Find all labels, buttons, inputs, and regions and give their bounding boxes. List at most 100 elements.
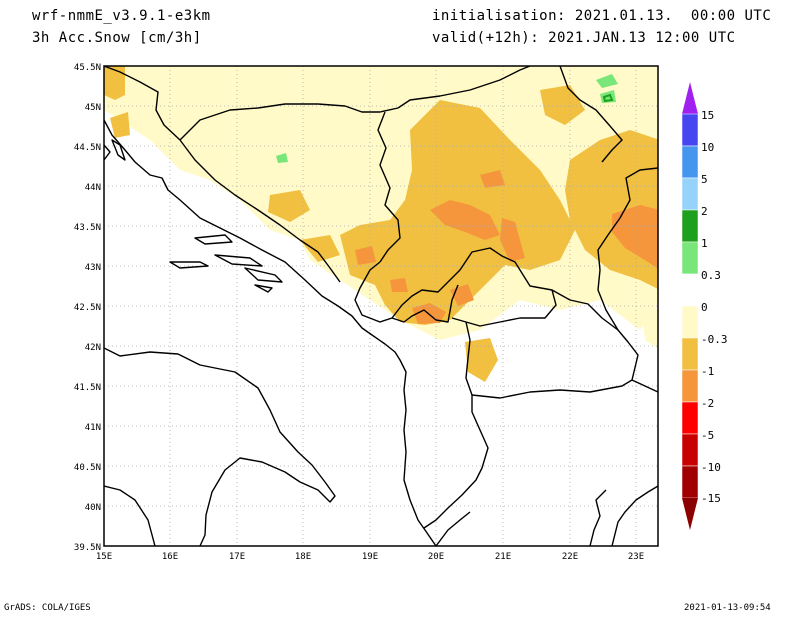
legend-label: -0.3 xyxy=(701,333,728,346)
variable-title: 3h Acc.Snow [cm/3h] xyxy=(32,30,202,46)
legend-label: 0.3 xyxy=(701,269,721,282)
border-bosnia-west xyxy=(179,139,341,283)
lat-label: 41N xyxy=(85,423,101,433)
orange-snow-area xyxy=(612,205,658,269)
color-legend: 15 10 5 2 1 0.3 0 -0.3 -1 -2 -5 -10 -15 xyxy=(681,82,728,530)
legend-swatch xyxy=(681,145,699,179)
italy-heel xyxy=(104,485,156,546)
legend-swatch xyxy=(681,369,699,403)
border-croatia-bosnia-north xyxy=(179,103,399,141)
lat-label: 43N xyxy=(85,263,101,273)
legend-label: -10 xyxy=(701,461,721,474)
legend-swatch xyxy=(681,113,699,147)
lat-label: 42N xyxy=(85,343,101,353)
border-serbia-bulgaria xyxy=(597,167,658,331)
orange-snow-area xyxy=(480,170,505,188)
legend-swatch xyxy=(681,209,699,243)
lon-label: 23E xyxy=(628,552,644,562)
border-macedonia-greece xyxy=(471,379,633,399)
legend-swatch xyxy=(681,177,699,211)
border-slovenia-croatia xyxy=(104,66,181,141)
model-title: wrf-nmmE_v3.9.1-e3km xyxy=(32,8,211,24)
legend-label: -2 xyxy=(701,397,714,410)
grads-credit: GrADS: COLA/IGES xyxy=(4,603,91,613)
valid-time: valid(+12h): 2021.JAN.13 12:00 UTC xyxy=(432,30,736,46)
yellow-snow-area xyxy=(540,85,585,125)
coastlines-borders xyxy=(104,66,658,546)
legend-label: -15 xyxy=(701,492,721,505)
legend-swatch xyxy=(681,465,699,499)
latitude-labels: 45.5N 45N 44.5N 44N 43.5N 43N 42.5N 42N … xyxy=(74,63,101,553)
grid-lines xyxy=(104,66,658,546)
lon-label: 16E xyxy=(162,552,178,562)
lon-label: 17E xyxy=(229,552,245,562)
island xyxy=(254,284,273,293)
lat-label: 44.5N xyxy=(74,143,101,153)
orange-snow-area xyxy=(390,278,408,292)
border-greece-bulgaria xyxy=(631,379,658,393)
border-bosnia-serbia xyxy=(377,111,401,263)
lat-label: 42.5N xyxy=(74,303,101,313)
orange-snow-area xyxy=(430,200,500,240)
legend-label: -1 xyxy=(701,365,714,378)
snow-field xyxy=(104,66,658,382)
lat-label: 45.5N xyxy=(74,63,101,73)
greece-coast xyxy=(589,489,607,546)
lat-label: 40.5N xyxy=(74,463,101,473)
border-croatia-serbia-north xyxy=(397,66,531,109)
legend-label: 1 xyxy=(701,237,708,250)
legend-label: -5 xyxy=(701,429,714,442)
border-montenegro xyxy=(354,261,449,323)
yellow-snow-area xyxy=(465,338,498,382)
lat-label: 40N xyxy=(85,503,101,513)
lon-label: 18E xyxy=(295,552,311,562)
legend-swatch xyxy=(681,401,699,435)
lat-label: 44N xyxy=(85,183,101,193)
init-time: initialisation: 2021.01.13. 00:00 UTC xyxy=(432,8,772,24)
lon-label: 20E xyxy=(428,552,444,562)
island xyxy=(244,267,283,283)
border-serbia-romania xyxy=(559,66,623,163)
lat-label: 45N xyxy=(85,103,101,113)
legend-swatch xyxy=(681,433,699,467)
legend-swatch xyxy=(681,273,699,307)
border-macedonia-bulgaria xyxy=(551,289,639,381)
island xyxy=(169,261,209,269)
border-albania-macedonia xyxy=(423,321,489,529)
island xyxy=(194,234,233,245)
yellow-snow-area xyxy=(300,235,340,262)
greece-coast xyxy=(611,485,658,546)
longitude-labels: 15E 16E 17E 18E 19E 20E 21E 22E 23E xyxy=(96,552,644,562)
yellow-snow-area xyxy=(104,66,125,100)
legend-label: 15 xyxy=(701,109,714,122)
lon-label: 21E xyxy=(495,552,511,562)
lightgreen-snow-area xyxy=(276,153,288,163)
yellow-snow-area xyxy=(268,190,310,222)
legend-label: 5 xyxy=(701,173,708,186)
legend-label: 2 xyxy=(701,205,708,218)
legend-swatch xyxy=(681,337,699,371)
plot-timestamp: 2021-01-13-09:54 xyxy=(684,603,771,613)
island xyxy=(214,254,263,267)
legend-label: 10 xyxy=(701,141,714,154)
lon-label: 15E xyxy=(96,552,112,562)
orange-snow-area xyxy=(500,218,525,262)
border-albania-montenegro xyxy=(391,284,459,323)
lat-label: 41.5N xyxy=(74,383,101,393)
lat-label: 43.5N xyxy=(74,223,101,233)
orange-snow-area xyxy=(355,246,376,265)
border-kosovo xyxy=(447,247,557,327)
legend-swatch xyxy=(681,241,699,275)
lon-label: 19E xyxy=(362,552,378,562)
legend-label: 0 xyxy=(701,301,708,314)
pale-snow-area xyxy=(180,100,260,150)
lightgreen-snow-area xyxy=(596,74,618,88)
legend-top-arrow xyxy=(682,82,698,114)
map-frame xyxy=(103,65,659,547)
island xyxy=(111,139,126,161)
legend-bottom-arrow xyxy=(682,498,698,530)
greece-mainland xyxy=(435,511,471,546)
adriatic-east-coast xyxy=(104,119,437,546)
lat-label: 39.5N xyxy=(74,543,101,553)
